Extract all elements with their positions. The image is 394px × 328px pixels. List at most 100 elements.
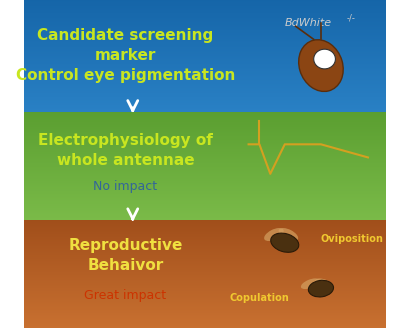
FancyBboxPatch shape bbox=[24, 167, 386, 168]
FancyBboxPatch shape bbox=[24, 76, 386, 77]
FancyBboxPatch shape bbox=[24, 8, 386, 9]
FancyBboxPatch shape bbox=[24, 131, 386, 132]
FancyBboxPatch shape bbox=[24, 250, 386, 251]
FancyBboxPatch shape bbox=[24, 69, 386, 70]
FancyBboxPatch shape bbox=[24, 136, 386, 137]
FancyBboxPatch shape bbox=[24, 292, 386, 293]
FancyBboxPatch shape bbox=[24, 298, 386, 299]
FancyBboxPatch shape bbox=[24, 34, 386, 36]
FancyBboxPatch shape bbox=[24, 90, 386, 92]
FancyBboxPatch shape bbox=[24, 64, 386, 65]
FancyBboxPatch shape bbox=[24, 113, 386, 114]
FancyBboxPatch shape bbox=[24, 79, 386, 80]
FancyBboxPatch shape bbox=[24, 51, 386, 52]
FancyBboxPatch shape bbox=[24, 27, 386, 28]
FancyBboxPatch shape bbox=[24, 211, 386, 212]
Text: Reproductive
Behaivor: Reproductive Behaivor bbox=[68, 238, 183, 273]
FancyBboxPatch shape bbox=[24, 234, 386, 235]
FancyBboxPatch shape bbox=[24, 40, 386, 41]
FancyBboxPatch shape bbox=[24, 65, 386, 66]
FancyBboxPatch shape bbox=[24, 116, 386, 117]
FancyBboxPatch shape bbox=[24, 230, 386, 231]
FancyBboxPatch shape bbox=[24, 18, 386, 19]
FancyBboxPatch shape bbox=[24, 154, 386, 155]
FancyBboxPatch shape bbox=[24, 239, 386, 240]
Ellipse shape bbox=[309, 280, 333, 297]
FancyBboxPatch shape bbox=[24, 220, 386, 221]
FancyBboxPatch shape bbox=[24, 101, 386, 103]
FancyBboxPatch shape bbox=[24, 30, 386, 31]
FancyBboxPatch shape bbox=[24, 10, 386, 11]
FancyBboxPatch shape bbox=[24, 126, 386, 127]
FancyBboxPatch shape bbox=[24, 100, 386, 101]
FancyBboxPatch shape bbox=[24, 22, 386, 23]
FancyBboxPatch shape bbox=[24, 276, 386, 277]
FancyBboxPatch shape bbox=[24, 120, 386, 121]
FancyBboxPatch shape bbox=[24, 199, 386, 200]
FancyBboxPatch shape bbox=[24, 7, 386, 8]
FancyBboxPatch shape bbox=[24, 251, 386, 252]
FancyBboxPatch shape bbox=[24, 173, 386, 174]
FancyBboxPatch shape bbox=[24, 273, 386, 274]
FancyBboxPatch shape bbox=[24, 181, 386, 182]
FancyBboxPatch shape bbox=[24, 302, 386, 303]
FancyBboxPatch shape bbox=[24, 161, 386, 162]
FancyBboxPatch shape bbox=[24, 241, 386, 242]
FancyBboxPatch shape bbox=[24, 203, 386, 205]
FancyBboxPatch shape bbox=[24, 104, 386, 105]
FancyBboxPatch shape bbox=[24, 287, 386, 288]
FancyBboxPatch shape bbox=[24, 1, 386, 2]
FancyBboxPatch shape bbox=[24, 117, 386, 118]
FancyBboxPatch shape bbox=[24, 207, 386, 208]
FancyBboxPatch shape bbox=[24, 177, 386, 179]
FancyBboxPatch shape bbox=[24, 14, 386, 16]
FancyBboxPatch shape bbox=[24, 45, 386, 46]
FancyBboxPatch shape bbox=[24, 316, 386, 317]
FancyBboxPatch shape bbox=[24, 151, 386, 152]
FancyBboxPatch shape bbox=[24, 95, 386, 96]
Text: Candidate screening
marker
Control eye pigmentation: Candidate screening marker Control eye p… bbox=[16, 29, 235, 83]
FancyBboxPatch shape bbox=[24, 188, 386, 190]
FancyBboxPatch shape bbox=[24, 303, 386, 304]
FancyBboxPatch shape bbox=[24, 72, 386, 73]
FancyBboxPatch shape bbox=[24, 301, 386, 302]
FancyBboxPatch shape bbox=[24, 41, 386, 42]
FancyBboxPatch shape bbox=[24, 186, 386, 187]
FancyBboxPatch shape bbox=[24, 59, 386, 60]
FancyBboxPatch shape bbox=[24, 160, 386, 161]
FancyBboxPatch shape bbox=[24, 209, 386, 210]
FancyBboxPatch shape bbox=[24, 201, 386, 202]
FancyBboxPatch shape bbox=[24, 88, 386, 89]
FancyBboxPatch shape bbox=[24, 31, 386, 32]
FancyBboxPatch shape bbox=[24, 84, 386, 85]
FancyBboxPatch shape bbox=[24, 223, 386, 224]
FancyBboxPatch shape bbox=[24, 324, 386, 325]
FancyBboxPatch shape bbox=[24, 195, 386, 196]
FancyBboxPatch shape bbox=[24, 53, 386, 55]
FancyBboxPatch shape bbox=[24, 176, 386, 177]
FancyBboxPatch shape bbox=[24, 137, 386, 138]
FancyBboxPatch shape bbox=[24, 225, 386, 226]
FancyBboxPatch shape bbox=[24, 135, 386, 136]
Text: BdWhite: BdWhite bbox=[285, 18, 332, 28]
FancyBboxPatch shape bbox=[24, 217, 386, 219]
FancyBboxPatch shape bbox=[24, 3, 386, 5]
FancyBboxPatch shape bbox=[24, 289, 386, 290]
FancyBboxPatch shape bbox=[24, 318, 386, 319]
FancyBboxPatch shape bbox=[24, 317, 386, 318]
FancyBboxPatch shape bbox=[24, 46, 386, 47]
FancyBboxPatch shape bbox=[24, 163, 386, 165]
FancyBboxPatch shape bbox=[24, 170, 386, 171]
FancyBboxPatch shape bbox=[24, 70, 386, 72]
FancyBboxPatch shape bbox=[24, 299, 386, 300]
FancyBboxPatch shape bbox=[24, 133, 386, 134]
FancyBboxPatch shape bbox=[24, 6, 386, 7]
FancyBboxPatch shape bbox=[24, 275, 386, 276]
FancyBboxPatch shape bbox=[24, 58, 386, 59]
FancyBboxPatch shape bbox=[24, 282, 386, 284]
FancyBboxPatch shape bbox=[24, 157, 386, 158]
FancyBboxPatch shape bbox=[24, 232, 386, 233]
FancyBboxPatch shape bbox=[24, 156, 386, 157]
FancyBboxPatch shape bbox=[24, 319, 386, 320]
FancyBboxPatch shape bbox=[24, 216, 386, 217]
